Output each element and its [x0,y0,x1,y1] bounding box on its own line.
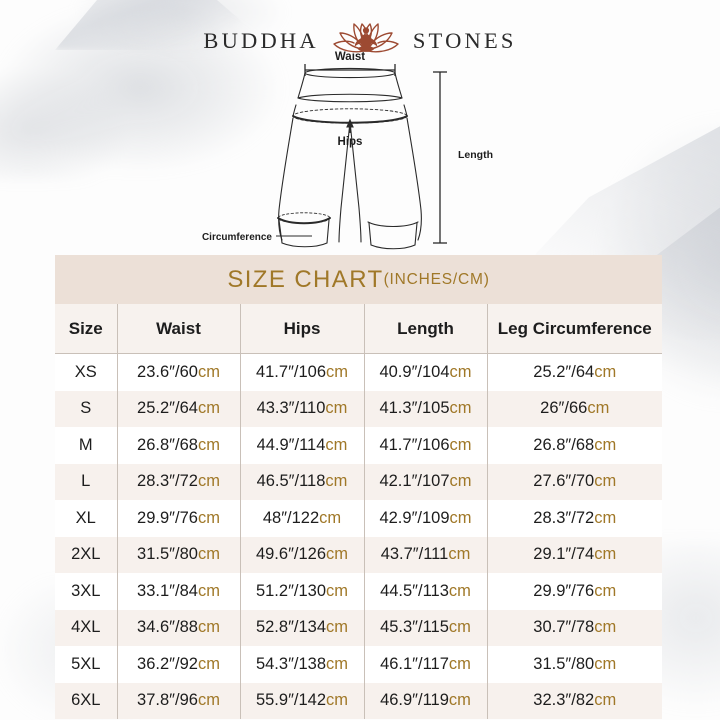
cell-size: S [55,390,118,427]
brand-name-right: STONES [412,28,517,53]
cell-waist: 25.2″/64cm [117,390,241,427]
cell-hips: 46.5″/118cm [240,463,365,500]
chart-title-bar: SIZE CHART (INCHES/CM) [55,255,662,304]
column-header-leg-circumference: Leg Circumference [487,304,662,354]
length-label: Length [458,149,493,161]
hips-label: Hips [338,136,363,148]
cell-hips: 41.7″/106cm [240,353,365,391]
cell-leg: 31.5″/80cm [487,646,662,683]
cell-length: 40.9″/104cm [364,353,488,391]
cell-length: 42.1″/107cm [364,463,488,500]
cell-hips: 48″/122cm [240,500,365,537]
cell-length: 41.7″/106cm [364,427,488,464]
table-row: S 25.2″/64cm 43.3″/110cm 41.3″/105cm 26″… [55,390,662,427]
waist-measure-bar [304,64,396,76]
cell-waist: 36.2″/92cm [117,646,241,683]
cell-hips: 54.3″/138cm [240,646,365,683]
chart-title-unit: (INCHES/CM) [383,270,490,288]
cell-leg: 30.7″/78cm [487,609,662,646]
measurement-diagram: Waist Hips Length Leg Circumference [200,50,500,255]
cell-waist: 29.9″/76cm [117,500,241,537]
cell-leg: 32.3″/82cm [487,682,662,719]
cell-waist: 34.6″/88cm [117,609,241,646]
waist-label: Waist [335,51,365,63]
chart-title-main: SIZE CHART [227,265,384,293]
cell-size: XS [55,353,118,391]
cell-waist: 23.6″/60cm [117,353,241,391]
cell-leg: 26.8″/68cm [487,427,662,464]
cell-length: 42.9″/109cm [364,500,488,537]
table-row: 2XL 31.5″/80cm 49.6″/126cm 43.7″/111cm 2… [55,536,662,573]
cell-length: 46.9″/119cm [364,682,488,719]
cell-leg: 29.9″/76cm [487,573,662,610]
cell-size: M [55,427,118,464]
cell-waist: 31.5″/80cm [117,536,241,573]
cell-leg: 28.3″/72cm [487,500,662,537]
table-row: 5XL 36.2″/92cm 54.3″/138cm 46.1″/117cm 3… [55,646,662,683]
column-header-size: Size [55,304,118,354]
cell-size: 5XL [55,646,118,683]
column-header-waist: Waist [117,304,241,354]
cell-size: 2XL [55,536,118,573]
cell-length: 41.3″/105cm [364,390,488,427]
size-table: Size Waist Hips Length Leg Circumference… [55,304,662,719]
table-row: L 28.3″/72cm 46.5″/118cm 42.1″/107cm 27.… [55,463,662,500]
column-header-hips: Hips [240,304,365,354]
cell-waist: 26.8″/68cm [117,427,241,464]
cell-size: 3XL [55,573,118,610]
cell-size: XL [55,500,118,537]
cell-leg: 29.1″/74cm [487,536,662,573]
cell-hips: 44.9″/114cm [240,427,365,464]
cell-hips: 55.9″/142cm [240,682,365,719]
cell-size: 6XL [55,682,118,719]
table-row: 4XL 34.6″/88cm 52.8″/134cm 45.3″/115cm 3… [55,609,662,646]
cell-leg: 27.6″/70cm [487,463,662,500]
cell-waist: 33.1″/84cm [117,573,241,610]
length-measure-bar [433,71,447,244]
cell-leg: 26″/66cm [487,390,662,427]
table-row: 6XL 37.8″/96cm 55.9″/142cm 46.9″/119cm 3… [55,682,662,719]
table-row: XS 23.6″/60cm 41.7″/106cm 40.9″/104cm 25… [55,353,662,391]
brand-lockup: BUDDHA [0,18,720,64]
cell-leg: 25.2″/64cm [487,353,662,391]
cell-waist: 28.3″/72cm [117,463,241,500]
table-header-row: Size Waist Hips Length Leg Circumference [55,304,662,354]
cell-hips: 43.3″/110cm [240,390,365,427]
table-row: XL 29.9″/76cm 48″/122cm 42.9″/109cm 28.3… [55,500,662,537]
table-row: M 26.8″/68cm 44.9″/114cm 41.7″/106cm 26.… [55,427,662,464]
cell-length: 43.7″/111cm [364,536,488,573]
hips-pointer [346,118,354,133]
cell-size: L [55,463,118,500]
size-chart-card: SIZE CHART (INCHES/CM) Size Waist Hips L… [55,255,662,720]
brand-name-left: BUDDHA [203,28,319,53]
table-row: 3XL 33.1″/84cm 51.2″/130cm 44.5″/113cm 2… [55,573,662,610]
cell-hips: 51.2″/130cm [240,573,365,610]
cell-hips: 52.8″/134cm [240,609,365,646]
cell-length: 46.1″/117cm [364,646,488,683]
cell-waist: 37.8″/96cm [117,682,241,719]
lotus-meditation-icon [327,18,405,64]
column-header-length: Length [364,304,488,354]
cell-length: 45.3″/115cm [364,609,488,646]
cell-hips: 49.6″/126cm [240,536,365,573]
leg-circumference-label: Leg Circumference [200,232,272,243]
cell-size: 4XL [55,609,118,646]
cell-length: 44.5″/113cm [364,573,488,610]
